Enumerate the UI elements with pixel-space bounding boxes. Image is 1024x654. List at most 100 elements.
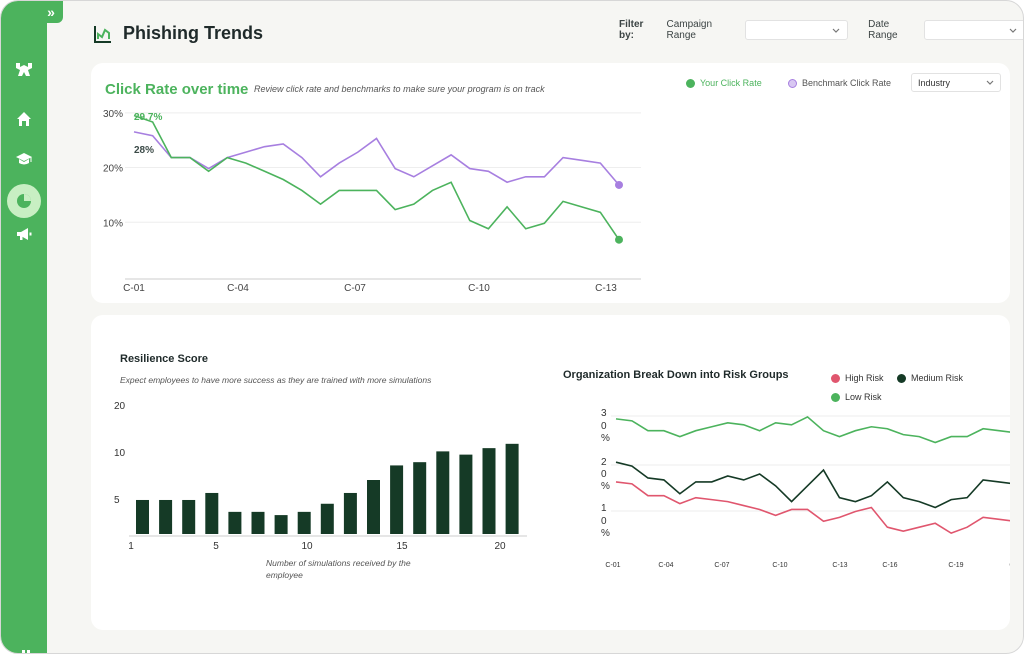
bar bbox=[274, 515, 288, 534]
bar bbox=[251, 511, 265, 534]
megaphone-icon[interactable] bbox=[9, 219, 39, 249]
x-tick-label: C-04 bbox=[227, 283, 249, 294]
bar bbox=[182, 499, 196, 534]
y-tick-label: 2 bbox=[601, 457, 607, 468]
bar bbox=[159, 499, 173, 534]
x-tick-label: C-19 bbox=[948, 562, 963, 569]
bar bbox=[459, 454, 473, 534]
legend-dot bbox=[686, 78, 695, 88]
click-rate-card: Click Rate over time Review click rate a… bbox=[91, 63, 1010, 303]
x-tick-label: C-13 bbox=[595, 283, 617, 294]
campaign-range-label: Campaign Range bbox=[666, 19, 713, 41]
y-tick-label: 3 bbox=[601, 408, 607, 419]
click-rate-subtitle: Review click rate and benchmarks to make… bbox=[254, 84, 545, 94]
home-icon[interactable] bbox=[9, 104, 39, 134]
x-tick-label: C-01 bbox=[605, 562, 620, 569]
series-end-point bbox=[615, 235, 623, 244]
series-line bbox=[133, 114, 620, 241]
x-tick-label: 20 bbox=[494, 541, 506, 552]
bar bbox=[413, 462, 427, 534]
industry-select[interactable]: Industry bbox=[911, 73, 1001, 92]
main-area: Phishing Trends Filter by: Campaign Rang… bbox=[47, 1, 1023, 653]
x-tick-label: 10 bbox=[301, 541, 313, 552]
bar bbox=[205, 492, 219, 534]
page-header: Phishing Trends bbox=[93, 23, 263, 44]
legend-medium-risk[interactable]: Medium Risk bbox=[897, 373, 963, 383]
bar bbox=[343, 492, 357, 534]
x-tick-label: C-16 bbox=[882, 562, 897, 569]
resilience-score-subtitle: Expect employees to have more success as… bbox=[120, 375, 432, 385]
logo-icon[interactable] bbox=[9, 54, 39, 84]
x-axis-label: Number of simulations received by the bbox=[266, 558, 411, 568]
y-tick-label: 1 bbox=[601, 503, 607, 514]
click-rate-title: Click Rate over time bbox=[105, 81, 249, 98]
expand-sidebar-button[interactable]: » bbox=[39, 1, 63, 23]
filter-bar: Filter by: Campaign Range Date Range bbox=[619, 19, 1023, 41]
risk-groups-title: Organization Break Down into Risk Groups bbox=[563, 369, 789, 381]
filter-by-label: Filter by: bbox=[619, 19, 644, 41]
bar bbox=[482, 448, 496, 534]
resilience-risk-card: Resilience Score Expect employees to hav… bbox=[91, 315, 1010, 630]
bar bbox=[436, 451, 450, 534]
page-title: Phishing Trends bbox=[123, 23, 264, 43]
y-tick-label: 0 bbox=[601, 469, 607, 480]
y-tick-label: 20% bbox=[103, 164, 123, 175]
bar bbox=[390, 465, 404, 534]
chevron-down-icon bbox=[832, 28, 840, 33]
series-end-point bbox=[615, 180, 623, 189]
y-tick-label: 0 bbox=[601, 516, 607, 527]
apps-grid-icon[interactable] bbox=[22, 645, 30, 653]
x-tick-label: C-13 bbox=[832, 562, 847, 569]
trend-chart-icon bbox=[94, 25, 111, 43]
x-tick-label: 5 bbox=[213, 541, 219, 552]
risk-groups-line-chart: 30%20%10%C-01C-04C-07C-10C-13C-16C-19C-2… bbox=[601, 408, 1010, 569]
bar bbox=[367, 480, 380, 534]
x-tick-label: C-22 bbox=[1009, 562, 1010, 569]
x-tick-label: C-07 bbox=[714, 562, 729, 569]
chevron-down-icon bbox=[1009, 28, 1017, 33]
legend-dot bbox=[897, 373, 906, 383]
graduation-cap-icon[interactable] bbox=[9, 144, 39, 174]
legend-your-click-rate[interactable]: Your Click Rate bbox=[686, 78, 762, 88]
annotation-your-start: 29.7% bbox=[134, 112, 162, 123]
x-tick-label: C-10 bbox=[772, 562, 787, 569]
bar bbox=[228, 511, 242, 534]
legend-low-risk[interactable]: Low Risk bbox=[831, 392, 882, 402]
x-tick-label: C-10 bbox=[468, 283, 490, 294]
campaign-range-select[interactable] bbox=[745, 20, 849, 40]
series-line bbox=[133, 131, 620, 186]
legend-high-risk[interactable]: High Risk bbox=[831, 373, 884, 383]
y-tick-label: % bbox=[601, 433, 610, 444]
chevron-down-icon bbox=[986, 80, 994, 85]
y-tick-label: % bbox=[601, 528, 610, 539]
x-tick-label: 15 bbox=[396, 541, 408, 552]
legend-dot bbox=[831, 392, 840, 402]
x-tick-label: C-01 bbox=[123, 283, 145, 294]
bar bbox=[136, 499, 149, 534]
y-tick-label: 10% bbox=[103, 218, 123, 229]
date-range-label: Date Range bbox=[868, 19, 898, 41]
legend-benchmark-click-rate[interactable]: Benchmark Click Rate bbox=[788, 78, 891, 88]
y-tick-label: 5 bbox=[114, 495, 120, 506]
x-tick-label: C-04 bbox=[658, 562, 673, 569]
bar bbox=[297, 511, 311, 534]
y-tick-label: 10 bbox=[114, 448, 126, 459]
x-tick-label: 1 bbox=[128, 541, 134, 552]
annotation-benchmark-start: 28% bbox=[134, 145, 154, 156]
series-line bbox=[615, 415, 1010, 444]
sidebar bbox=[1, 1, 47, 653]
y-tick-label: % bbox=[601, 481, 610, 492]
x-tick-label: C-07 bbox=[344, 283, 366, 294]
y-tick-label: 0 bbox=[601, 421, 607, 432]
legend-dot bbox=[831, 373, 840, 383]
y-tick-label: 30% bbox=[103, 109, 123, 120]
resilience-score-title: Resilience Score bbox=[120, 353, 209, 365]
click-rate-chart: 30% 20% 10% C-01 C-04 C-07 C-10 C-13 29.7% 28% bbox=[103, 109, 641, 294]
pie-chart-icon[interactable] bbox=[7, 184, 41, 218]
bar bbox=[320, 503, 334, 534]
bar bbox=[505, 443, 519, 534]
y-tick-label: 20 bbox=[114, 401, 126, 412]
date-range-select[interactable] bbox=[923, 20, 1023, 40]
